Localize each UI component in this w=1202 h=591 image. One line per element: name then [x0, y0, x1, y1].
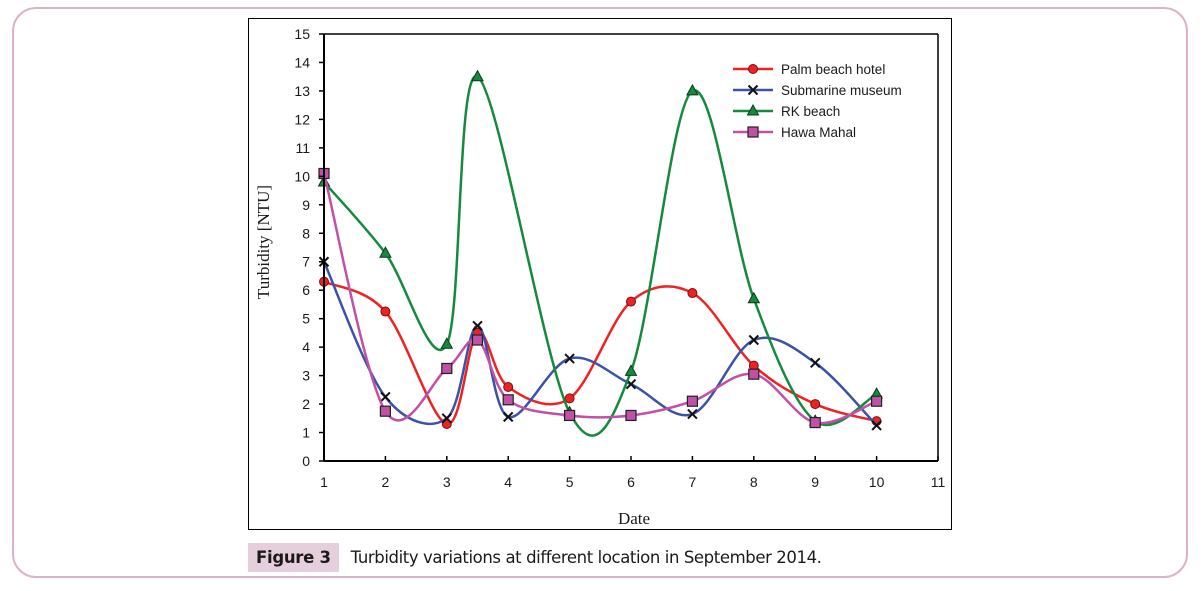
x-marker-stroke: [502, 411, 514, 423]
y-tick-label: 9: [302, 197, 310, 213]
legend-item: Submarine museum: [733, 83, 902, 98]
data-point: [379, 246, 392, 258]
x-marker-stroke: [472, 320, 483, 331]
x-axis-title: Date: [618, 509, 650, 528]
x-tick-label: 2: [382, 474, 390, 490]
x-tick-label: 4: [504, 474, 512, 490]
x-marker-stroke: [871, 420, 882, 431]
y-axis-title: Turbidity [NTU]: [254, 185, 273, 299]
data-point: [441, 413, 453, 424]
y-tick-label: 11: [295, 140, 310, 156]
data-point: [871, 420, 882, 431]
data-point: [626, 296, 636, 307]
data-point: [471, 334, 484, 346]
data-point: [624, 364, 638, 376]
data-point: [686, 83, 699, 96]
y-tick-label: 15: [294, 26, 310, 42]
x-tick-label: 3: [443, 474, 451, 490]
series-palm-beach-hotel: [319, 276, 882, 429]
legend-label: RK beach: [781, 104, 840, 119]
data-point: [687, 288, 698, 299]
x-tick-label: 7: [689, 474, 697, 490]
figure-caption: Figure 3 Turbidity variations at differe…: [248, 541, 822, 573]
legend-item: RK beach: [733, 103, 840, 119]
chart-frame: 0 1 2 3 4 5 6 7 8 9 10 11 12 13 14 15 1 2 3 4 5 6 7 8 9 10 11 Date…: [248, 18, 952, 530]
x-tick-label: 5: [566, 474, 574, 490]
chart-legend: Palm beach hotel Submarine museum RK beach…: [733, 62, 902, 140]
data-point: [472, 320, 483, 331]
series-hawa-mahal: [318, 167, 883, 429]
y-tick-label: 8: [302, 225, 310, 241]
x-tick-label: 9: [811, 474, 819, 490]
y-tick-label: 4: [302, 339, 310, 355]
y-tick-label: 13: [294, 83, 310, 99]
x-marker-stroke: [747, 84, 759, 96]
data-point: [379, 405, 391, 417]
y-tick-label: 0: [302, 453, 310, 469]
y-tick-label: 3: [302, 368, 310, 384]
x-tick-label: 11: [931, 474, 946, 490]
legend-item: Hawa Mahal: [733, 125, 856, 140]
data-point: [380, 391, 391, 403]
y-tick-label: 1: [302, 425, 310, 441]
y-tick-label: 7: [302, 254, 310, 270]
series-line: [323, 280, 877, 426]
y-tick-label: 2: [302, 396, 310, 412]
data-point: [380, 306, 391, 317]
x-marker-stroke: [809, 357, 821, 368]
y-tick-label: 10: [294, 168, 310, 184]
x-marker-stroke: [625, 378, 637, 390]
data-point: [687, 408, 698, 420]
x-tick-label: 10: [869, 474, 885, 490]
data-point: [748, 334, 760, 346]
data-point: [502, 394, 514, 406]
data-point: [502, 411, 514, 423]
figure-label: Figure 3: [248, 542, 339, 572]
legend-label: Hawa Mahal: [781, 125, 856, 140]
data-point: [471, 69, 484, 82]
data-point: [564, 353, 575, 364]
data-point: [809, 416, 821, 429]
legend-label: Palm beach hotel: [781, 62, 885, 77]
series-line: [323, 75, 878, 437]
x-tick-label: 6: [627, 474, 635, 490]
x-tick-label: 8: [750, 474, 758, 490]
data-point: [564, 393, 575, 404]
data-point: [503, 381, 514, 392]
x-marker-stroke: [748, 334, 760, 346]
legend-marker: [747, 126, 759, 138]
legend-item: Palm beach hotel: [733, 62, 885, 77]
data-point: [747, 291, 761, 304]
x-marker-stroke: [380, 391, 391, 403]
data-point: [440, 337, 454, 349]
data-point: [686, 395, 698, 407]
y-tick-label: 12: [294, 111, 310, 127]
legend-label: Submarine museum: [781, 83, 902, 98]
y-tick-label: 5: [302, 311, 310, 327]
x-tick-label: 1: [320, 474, 328, 490]
data-point: [441, 362, 453, 375]
legend-marker: [746, 103, 760, 116]
series-line: [322, 261, 878, 427]
x-marker-stroke: [564, 353, 575, 364]
legend-marker: [748, 64, 758, 74]
data-point: [870, 395, 883, 407]
data-point: [748, 368, 760, 380]
data-point: [810, 399, 821, 410]
figure-caption-text: Turbidity variations at different locati…: [350, 547, 822, 567]
data-point: [809, 357, 821, 368]
data-point: [564, 409, 576, 422]
x-marker-stroke: [687, 408, 698, 420]
y-tick-label: 6: [302, 282, 310, 298]
series-line: [322, 173, 878, 425]
y-tick-label: 14: [294, 54, 310, 70]
data-point: [625, 409, 637, 422]
legend-marker: [747, 84, 759, 96]
x-marker-stroke: [441, 413, 453, 424]
